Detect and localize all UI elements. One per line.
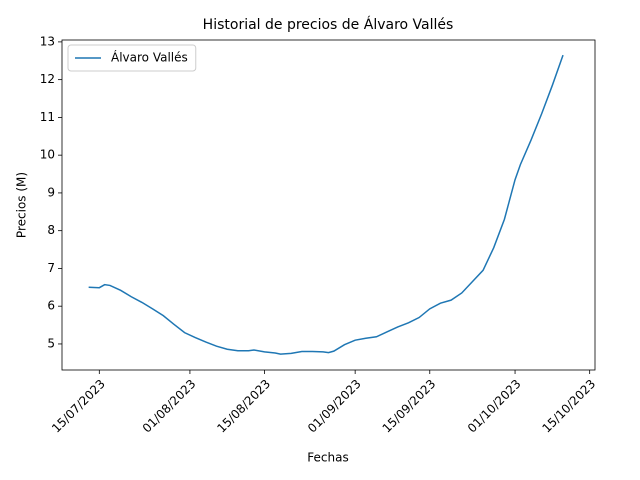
x-tick-label: 15/07/2023	[49, 377, 108, 436]
x-tick-label: 15/10/2023	[539, 377, 598, 436]
y-tick-label: 11	[40, 110, 55, 124]
legend: Álvaro Vallés	[67, 44, 197, 72]
x-tick-label: 15/09/2023	[380, 377, 439, 436]
chart-title: Historial de precios de Álvaro Vallés	[203, 16, 454, 33]
legend-box	[67, 44, 197, 72]
y-tick-label: 6	[47, 299, 55, 313]
x-axis-label: Fechas	[307, 451, 348, 465]
y-tick-label: 8	[47, 223, 55, 237]
x-tick-label: 01/08/2023	[140, 377, 199, 436]
y-tick-label: 10	[40, 148, 55, 162]
x-tick-label: 01/10/2023	[465, 377, 524, 436]
plot-frame	[61, 39, 596, 371]
line-series	[88, 54, 564, 355]
x-tick-label: 15/08/2023	[214, 377, 273, 436]
y-tick-label: 12	[40, 72, 55, 86]
y-axis-label: Precios (M)	[15, 172, 29, 238]
y-tick-label: 7	[47, 261, 55, 275]
y-tick-label: 9	[47, 185, 55, 199]
y-tick-label: 13	[40, 34, 55, 48]
y-tick-label: 5	[47, 336, 55, 350]
x-tick-label: 01/09/2023	[305, 377, 364, 436]
legend-label: Álvaro Vallés	[111, 50, 188, 65]
